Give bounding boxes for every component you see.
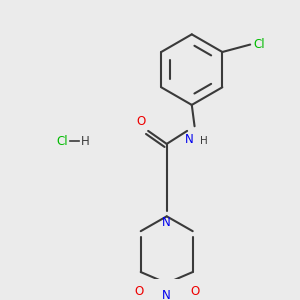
Text: Cl: Cl (56, 135, 68, 148)
Text: Cl: Cl (253, 38, 265, 51)
Text: H: H (200, 136, 208, 146)
Text: N: N (162, 289, 171, 300)
Text: N: N (162, 216, 171, 229)
Text: O: O (134, 285, 143, 298)
Text: N: N (184, 133, 194, 146)
Text: H: H (81, 135, 89, 148)
Text: O: O (136, 115, 146, 128)
Text: O: O (190, 285, 199, 298)
